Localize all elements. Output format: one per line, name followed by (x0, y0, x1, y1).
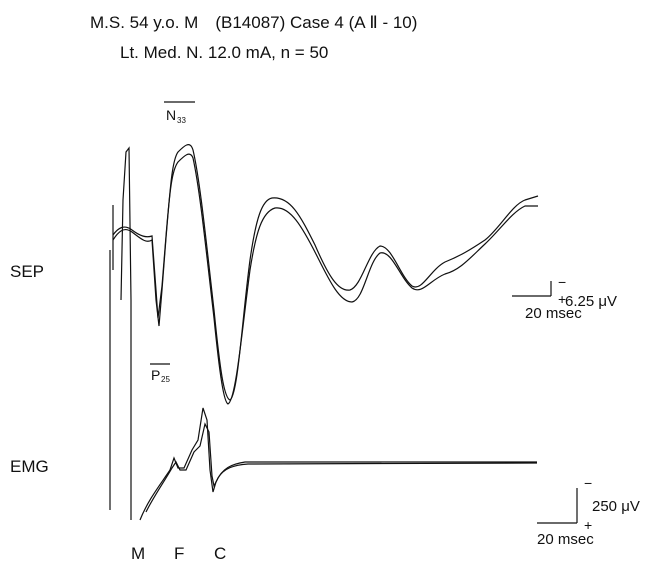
marker-label: C (214, 544, 226, 563)
polarity: + (558, 291, 566, 307)
stim-artifact (109, 146, 132, 520)
sep-label: SEP (10, 262, 44, 281)
title: M.S. 54 y.o. M (B14087) Case 4 (A Ⅱ - 10… (90, 13, 417, 32)
subtitle: Lt. Med. N. 12.0 mA, n = 50 (120, 43, 328, 62)
polarity: − (558, 274, 566, 290)
peak-letter: P (151, 367, 160, 383)
polarity: + (584, 517, 592, 533)
scale-time: 20 msec (537, 531, 594, 548)
marker-label: M (131, 544, 145, 563)
peak-sub: 25 (161, 375, 170, 384)
marker-label: F (174, 544, 184, 563)
sep-trace (112, 153, 538, 405)
scale-amplitude: 250 μV (592, 498, 640, 515)
peak-letter: N (166, 107, 176, 123)
peak-sub: 33 (177, 116, 186, 125)
scale-amplitude: 6.25 μV (565, 293, 617, 310)
scale-time: 20 msec (525, 305, 582, 322)
emg-trace (139, 407, 537, 521)
emg-trace (145, 422, 538, 513)
emg-label: EMG (10, 457, 49, 476)
polarity: − (584, 475, 592, 491)
